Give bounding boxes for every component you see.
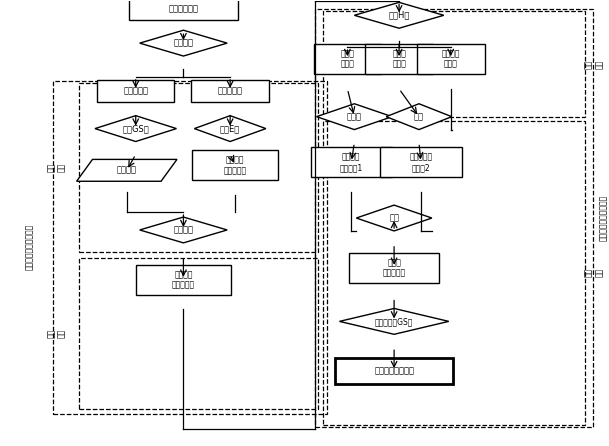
FancyBboxPatch shape [380,148,462,178]
Text: 计算GS值: 计算GS值 [122,124,149,133]
Polygon shape [317,104,392,130]
Text: 欠分割
对象集: 欠分割 对象集 [340,50,354,69]
Polygon shape [139,30,227,56]
Polygon shape [95,116,177,141]
Polygon shape [77,159,177,181]
Polygon shape [194,116,266,141]
Text: 过分割
对象集: 过分割 对象集 [392,50,406,69]
Text: 全局最优分割结果确定: 全局最优分割结果确定 [599,195,608,241]
Polygon shape [356,205,432,231]
Text: 再分割: 再分割 [347,112,362,121]
Text: 联合: 联合 [389,214,399,223]
Text: 计算H值: 计算H值 [389,11,410,20]
Text: 计算改进的GS值: 计算改进的GS值 [375,317,414,326]
Text: 初步最优
分割结果集: 初步最优 分割结果集 [224,156,247,175]
Text: 全局
评价: 全局 评价 [584,59,604,69]
Text: 全局最优分割结果: 全局最优分割结果 [374,367,414,376]
Text: 分割结果集: 分割结果集 [217,87,242,95]
Text: 细化后
分割结果集: 细化后 分割结果集 [382,258,406,277]
Text: 细化后分割
对象集2: 细化后分割 对象集2 [409,153,432,172]
Text: 细化后分
割对象集1: 细化后分 割对象集1 [340,153,363,172]
FancyBboxPatch shape [314,44,381,74]
Polygon shape [354,2,444,28]
FancyBboxPatch shape [191,80,269,102]
Polygon shape [386,104,452,130]
Text: 整体最优分割结果确定: 整体最优分割结果确定 [25,224,34,270]
FancyBboxPatch shape [97,80,175,102]
Polygon shape [139,217,227,243]
Text: 分割结果集: 分割结果集 [123,87,148,95]
Text: 融合分割: 融合分割 [174,226,194,235]
FancyBboxPatch shape [128,0,238,20]
Text: 合并: 合并 [414,112,424,121]
FancyBboxPatch shape [365,44,433,74]
FancyBboxPatch shape [350,253,439,283]
FancyBboxPatch shape [417,44,485,74]
Text: 图像分割: 图像分割 [174,39,194,48]
Text: 整体
评价: 整体 评价 [46,163,66,172]
FancyBboxPatch shape [311,148,392,178]
Text: 保留分割
对象集: 保留分割 对象集 [442,50,460,69]
Text: 全局
细化: 全局 细化 [584,268,604,277]
FancyBboxPatch shape [136,265,231,294]
FancyBboxPatch shape [336,358,452,384]
Polygon shape [339,309,449,334]
Text: 整体
细化: 整体 细化 [46,329,66,338]
Text: 高分遥感数据: 高分遥感数据 [169,5,199,14]
Text: 计算E值: 计算E值 [220,124,241,133]
FancyBboxPatch shape [192,150,278,180]
Text: 参数区间: 参数区间 [117,166,137,175]
Text: 整体最优
分割结果集: 整体最优 分割结果集 [172,270,195,289]
